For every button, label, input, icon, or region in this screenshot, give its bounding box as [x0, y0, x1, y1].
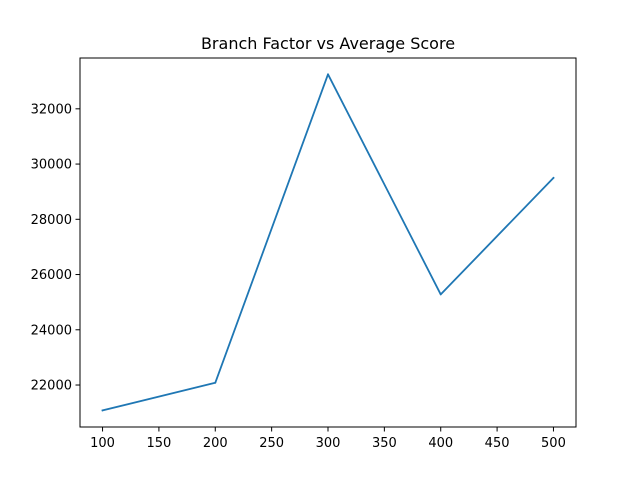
- series-layer: [101, 73, 555, 412]
- y-tick-label: 26000: [31, 268, 72, 283]
- data-point: [101, 409, 104, 412]
- data-point: [214, 381, 217, 384]
- y-tick-label: 30000: [31, 158, 72, 173]
- x-axis: 100 150 200 250 300 350 400 450 500: [90, 427, 566, 451]
- x-tick-label: 100: [90, 436, 115, 451]
- y-tick-label: 32000: [31, 102, 72, 117]
- data-point: [327, 73, 329, 76]
- y-tick-label: 28000: [31, 213, 72, 228]
- y-tick-label: 22000: [31, 379, 72, 394]
- x-tick-label: 450: [485, 436, 510, 451]
- x-tick-label: 150: [146, 436, 171, 451]
- x-tick-label: 500: [541, 436, 566, 451]
- chart-title: Branch Factor vs Average Score: [201, 34, 455, 53]
- x-tick-label: 350: [372, 436, 397, 451]
- plot-area: [80, 58, 576, 427]
- x-tick-label: 250: [259, 436, 284, 451]
- y-tick-label: 24000: [31, 323, 72, 338]
- y-axis: 22000 24000 26000 28000 30000 32000: [31, 102, 80, 394]
- x-tick-label: 200: [203, 436, 228, 451]
- x-tick-label: 400: [428, 436, 453, 451]
- x-tick-label: 300: [316, 436, 341, 451]
- data-point: [552, 176, 555, 179]
- plot-frame: [79, 57, 577, 428]
- axes-frame: [79, 57, 577, 428]
- data-point: [439, 293, 442, 296]
